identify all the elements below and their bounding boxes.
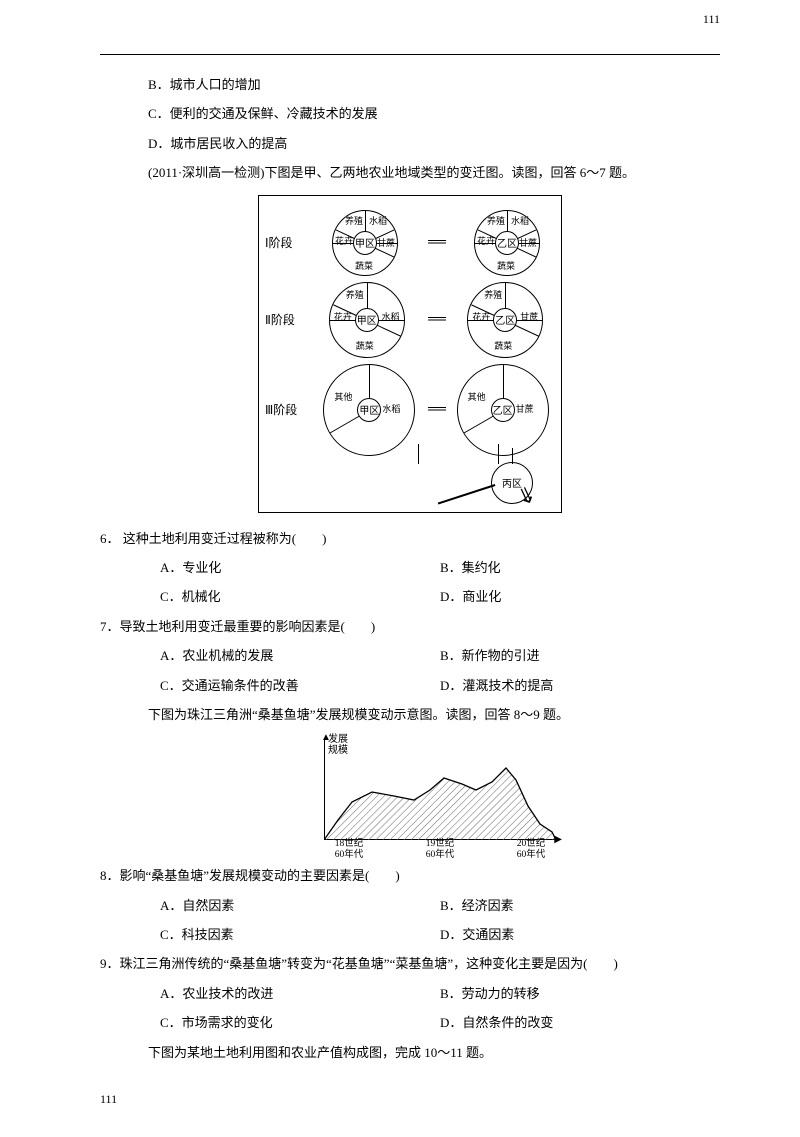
q9-c: C．市场需求的变化 bbox=[160, 1011, 440, 1034]
q6-b: B．集约化 bbox=[440, 556, 720, 579]
y-label-2: 规模 bbox=[328, 745, 348, 756]
equals-icon: ══ bbox=[428, 235, 444, 251]
q7-c: C．交通运输条件的改善 bbox=[160, 674, 440, 697]
q8-b: B．经济因素 bbox=[440, 894, 720, 917]
stage2-jia-pie: 养殖 水稻 花卉 蔬菜 甲区 bbox=[329, 282, 405, 358]
page-number-bottom: 111 bbox=[100, 1092, 720, 1107]
q9-stem: 9．珠江三角洲传统的“桑基鱼塘”转变为“花基鱼塘”“菜基鱼塘”，这种变化主要是因… bbox=[100, 952, 720, 975]
q6-stem: 6． 这种土地利用变迁过程被称为( ) bbox=[100, 527, 720, 550]
option-b: B．城市人口的增加 bbox=[100, 73, 720, 96]
chart-curve bbox=[324, 764, 556, 840]
q9-b: B．劳动力的转移 bbox=[440, 982, 720, 1005]
preamble-8-9: 下图为珠江三角洲“桑基鱼塘”发展规模变动示意图。读图，回答 8～9 题。 bbox=[100, 703, 720, 726]
q6-c: C．机械化 bbox=[160, 585, 440, 608]
stage3-label: Ⅲ阶段 bbox=[265, 401, 317, 418]
stage2-label: Ⅱ阶段 bbox=[265, 311, 317, 328]
equals-icon: ══ bbox=[428, 402, 444, 418]
q7-a: A．农业机械的发展 bbox=[160, 644, 440, 667]
q6-a: A．专业化 bbox=[160, 556, 440, 579]
q6-d: D．商业化 bbox=[440, 585, 720, 608]
figure-1: Ⅰ阶段 养殖 水稻 花卉 甘蔗 蔬菜 甲区 ══ 养殖 水稻 花卉 甘蔗 bbox=[258, 195, 562, 513]
preamble-10-11: 下图为某地土地利用图和农业产值构成图，完成 10～11 题。 bbox=[100, 1041, 720, 1064]
figure-2: ▲ ▶ 发展 规模 18世纪60年代 19世纪60年代 20世纪60年代 bbox=[300, 734, 560, 854]
q9-d: D．自然条件的改变 bbox=[440, 1011, 720, 1034]
q7-b: B．新作物的引进 bbox=[440, 644, 720, 667]
q8-d: D．交通因素 bbox=[440, 923, 720, 946]
page-number-top: 111 bbox=[703, 12, 720, 27]
q7-d: D．灌溉技术的提高 bbox=[440, 674, 720, 697]
stage1-label: Ⅰ阶段 bbox=[265, 234, 317, 251]
stage3-yi-pie: 其他 甘蔗 乙区 bbox=[457, 364, 549, 456]
q8-c: C．科技因素 bbox=[160, 923, 440, 946]
y-label-1: 发展 bbox=[328, 734, 348, 745]
xtick-1: 19世纪60年代 bbox=[415, 839, 465, 860]
equals-icon: ══ bbox=[428, 312, 444, 328]
xtick-2: 20世纪60年代 bbox=[506, 839, 556, 860]
q8-a: A．自然因素 bbox=[160, 894, 440, 917]
preamble-6-7: (2011·深圳高一检测)下图是甲、乙两地农业地域类型的变迁图。读图，回答 6～… bbox=[100, 161, 720, 184]
stage1-jia-pie: 养殖 水稻 花卉 甘蔗 蔬菜 甲区 bbox=[332, 210, 398, 276]
option-c: C．便利的交通及保鲜、冷藏技术的发展 bbox=[100, 102, 720, 125]
q9-a: A．农业技术的改进 bbox=[160, 982, 440, 1005]
stage3-jia-pie: 其他 水稻 甲区 bbox=[323, 364, 415, 456]
option-d: D．城市居民收入的提高 bbox=[100, 132, 720, 155]
xtick-0: 18世纪60年代 bbox=[324, 839, 374, 860]
q7-stem: 7．导致土地利用变迁最重要的影响因素是( ) bbox=[100, 615, 720, 638]
q8-stem: 8．影响“桑基鱼塘”发展规模变动的主要因素是( ) bbox=[100, 864, 720, 887]
header-rule bbox=[100, 54, 720, 55]
stage2-yi-pie: 养殖 花卉 甘蔗 蔬菜 乙区 bbox=[467, 282, 543, 358]
stage1-yi-pie: 养殖 水稻 花卉 甘蔗 蔬菜 乙区 bbox=[474, 210, 540, 276]
